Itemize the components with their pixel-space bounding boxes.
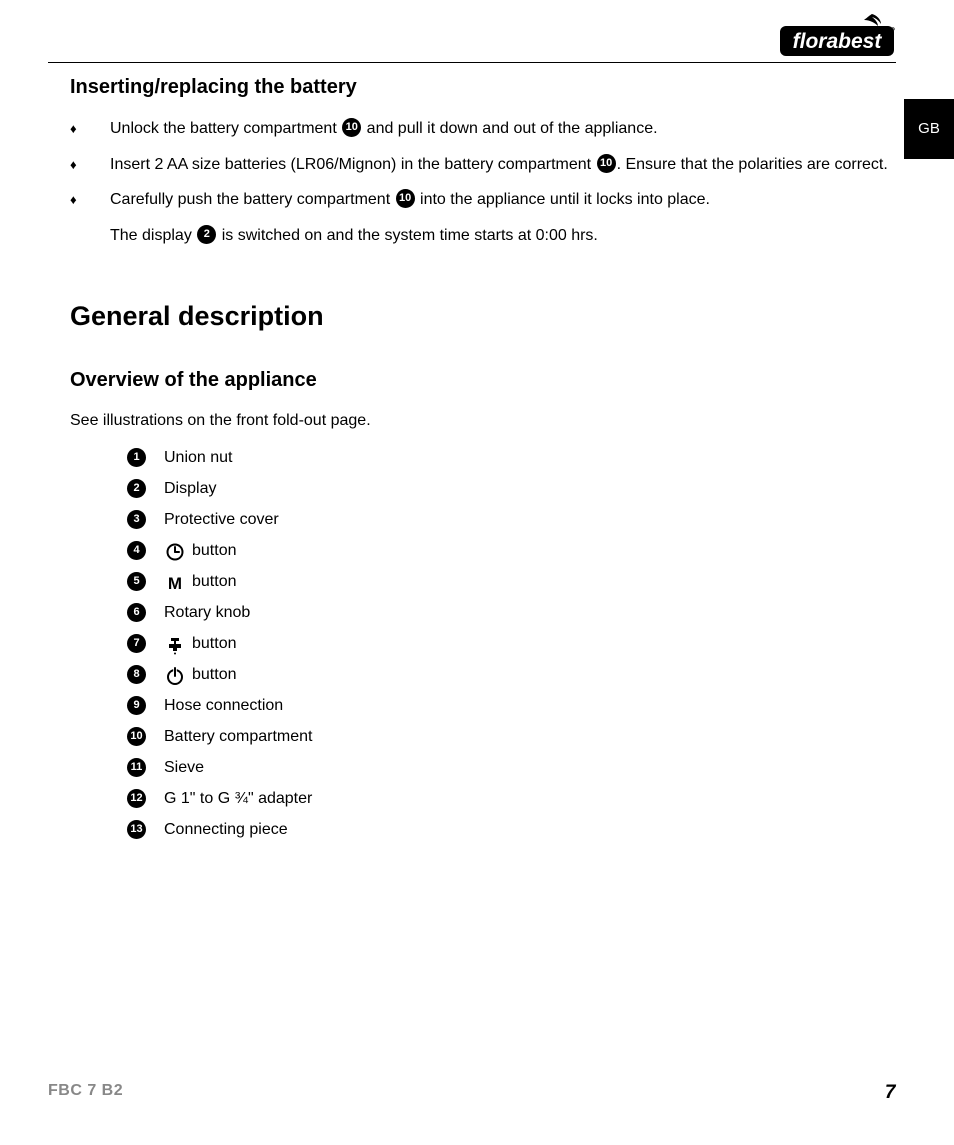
brand-logo: florabest R [780, 14, 896, 58]
part-label: button [164, 572, 236, 593]
page-content: Inserting/replacing the battery ♦ Unlock… [70, 72, 896, 850]
clock-icon [164, 542, 186, 562]
part-label: Union nut [164, 448, 233, 469]
svg-text:florabest: florabest [793, 30, 883, 53]
bullet-item: ♦ Carefully push the battery compartment… [70, 187, 896, 213]
bullet-item: ♦ Insert 2 AA size batteries (LR06/Migno… [70, 152, 896, 178]
bullet-text: Unlock the battery compartment 10 and pu… [110, 116, 896, 142]
part-label: Display [164, 479, 216, 500]
part-label: Battery compartment [164, 727, 313, 748]
tap-icon [164, 635, 186, 655]
section-heading-overview: Overview of the appliance [70, 365, 896, 395]
section-heading-battery: Inserting/replacing the battery [70, 72, 896, 102]
section-heading-general: General description [70, 296, 896, 337]
part-label: button [164, 634, 236, 655]
part-number-badge: 8 [126, 664, 164, 688]
parts-list-item: 12G 1" to G ¾" adapter [126, 788, 896, 812]
part-number-badge: 9 [126, 695, 164, 719]
m-icon [164, 573, 186, 593]
part-label: Sieve [164, 758, 204, 779]
parts-list-item: 8button [126, 664, 896, 688]
parts-list-item: 5button [126, 571, 896, 595]
footer-model: FBC 7 B2 [48, 1079, 123, 1108]
parts-list-item: 11Sieve [126, 757, 896, 781]
bullet-text: Carefully push the battery compartment 1… [110, 187, 896, 213]
parts-list-item: 10Battery compartment [126, 726, 896, 750]
bullet-text: Insert 2 AA size batteries (LR06/Mignon)… [110, 152, 896, 178]
ref-badge: 10 [342, 118, 361, 137]
part-number-badge: 3 [126, 509, 164, 533]
diamond-bullet-icon: ♦ [70, 116, 110, 142]
language-code: GB [918, 118, 940, 141]
parts-list-item: 9Hose connection [126, 695, 896, 719]
horizontal-rule [48, 62, 896, 63]
part-label: Protective cover [164, 510, 279, 531]
parts-list: 1Union nut2Display3Protective cover4butt… [126, 447, 896, 843]
language-tab: GB [904, 99, 954, 159]
intro-text: See illustrations on the front fold-out … [70, 409, 896, 433]
parts-list-item: 4button [126, 540, 896, 564]
svg-text:R: R [892, 29, 894, 32]
part-number-badge: 12 [126, 788, 164, 812]
part-number-badge: 5 [126, 571, 164, 595]
part-number-badge: 2 [126, 478, 164, 502]
part-number-badge: 7 [126, 633, 164, 657]
part-label: button [164, 541, 236, 562]
parts-list-item: 13Connecting piece [126, 819, 896, 843]
parts-list-item: 1Union nut [126, 447, 896, 471]
page-footer: FBC 7 B2 7 [48, 1079, 896, 1108]
ref-badge: 10 [597, 154, 616, 173]
bullet-item: ♦ Unlock the battery compartment 10 and … [70, 116, 896, 142]
part-number-badge: 13 [126, 819, 164, 843]
ref-badge: 2 [197, 225, 216, 244]
parts-list-item: 7button [126, 633, 896, 657]
parts-list-item: 2Display [126, 478, 896, 502]
part-number-badge: 11 [126, 757, 164, 781]
diamond-bullet-icon: ♦ [70, 187, 110, 213]
part-number-badge: 1 [126, 447, 164, 471]
ref-badge: 10 [396, 189, 415, 208]
part-label: Connecting piece [164, 820, 288, 841]
diamond-bullet-icon: ♦ [70, 152, 110, 178]
part-number-badge: 6 [126, 602, 164, 626]
parts-list-item: 6Rotary knob [126, 602, 896, 626]
sub-line: The display 2 is switched on and the sys… [110, 223, 896, 249]
parts-list-item: 3Protective cover [126, 509, 896, 533]
power-icon [164, 666, 186, 686]
part-label: Rotary knob [164, 603, 250, 624]
bullet-list: ♦ Unlock the battery compartment 10 and … [70, 116, 896, 248]
part-label: button [164, 665, 236, 686]
part-label: Hose connection [164, 696, 283, 717]
footer-page-number: 7 [885, 1079, 896, 1108]
part-number-badge: 10 [126, 726, 164, 750]
part-label: G 1" to G ¾" adapter [164, 789, 312, 810]
part-number-badge: 4 [126, 540, 164, 564]
